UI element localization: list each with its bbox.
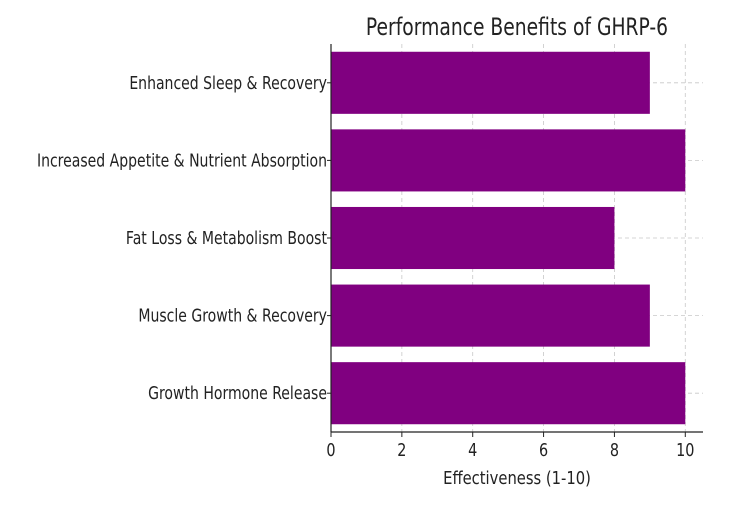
category-label-3: Fat Loss & Metabolism Boost [126, 227, 327, 248]
category-label-2: Increased Appetite & Nutrient Absorption [37, 150, 327, 171]
x-tick-label-2: 4 [468, 439, 477, 460]
bar-3 [331, 206, 615, 270]
bars [331, 51, 686, 425]
bar-1 [331, 51, 650, 114]
x-tick-label-1: 2 [397, 439, 406, 460]
x-axis-title: Effectiveness (1-10) [443, 468, 591, 489]
x-tick-labels: 0 2 4 6 8 10 [326, 439, 694, 460]
category-label-4: Muscle Growth & Recovery [138, 305, 327, 326]
category-labels: Enhanced Sleep & Recovery Increased Appet… [37, 72, 327, 404]
chart-title: Performance Benefits of GHRP-6 [366, 14, 668, 42]
bar-2 [331, 129, 686, 192]
category-label-1: Enhanced Sleep & Recovery [129, 72, 327, 93]
x-tick-label-3: 6 [539, 439, 548, 460]
bar-5 [331, 362, 686, 425]
x-tick-label-4: 8 [610, 439, 619, 460]
bar-4 [331, 284, 650, 347]
x-tick-label-0: 0 [326, 439, 335, 460]
axes [327, 44, 703, 437]
x-tick-label-5: 10 [676, 439, 694, 460]
category-label-5: Growth Hormone Release [148, 382, 327, 403]
